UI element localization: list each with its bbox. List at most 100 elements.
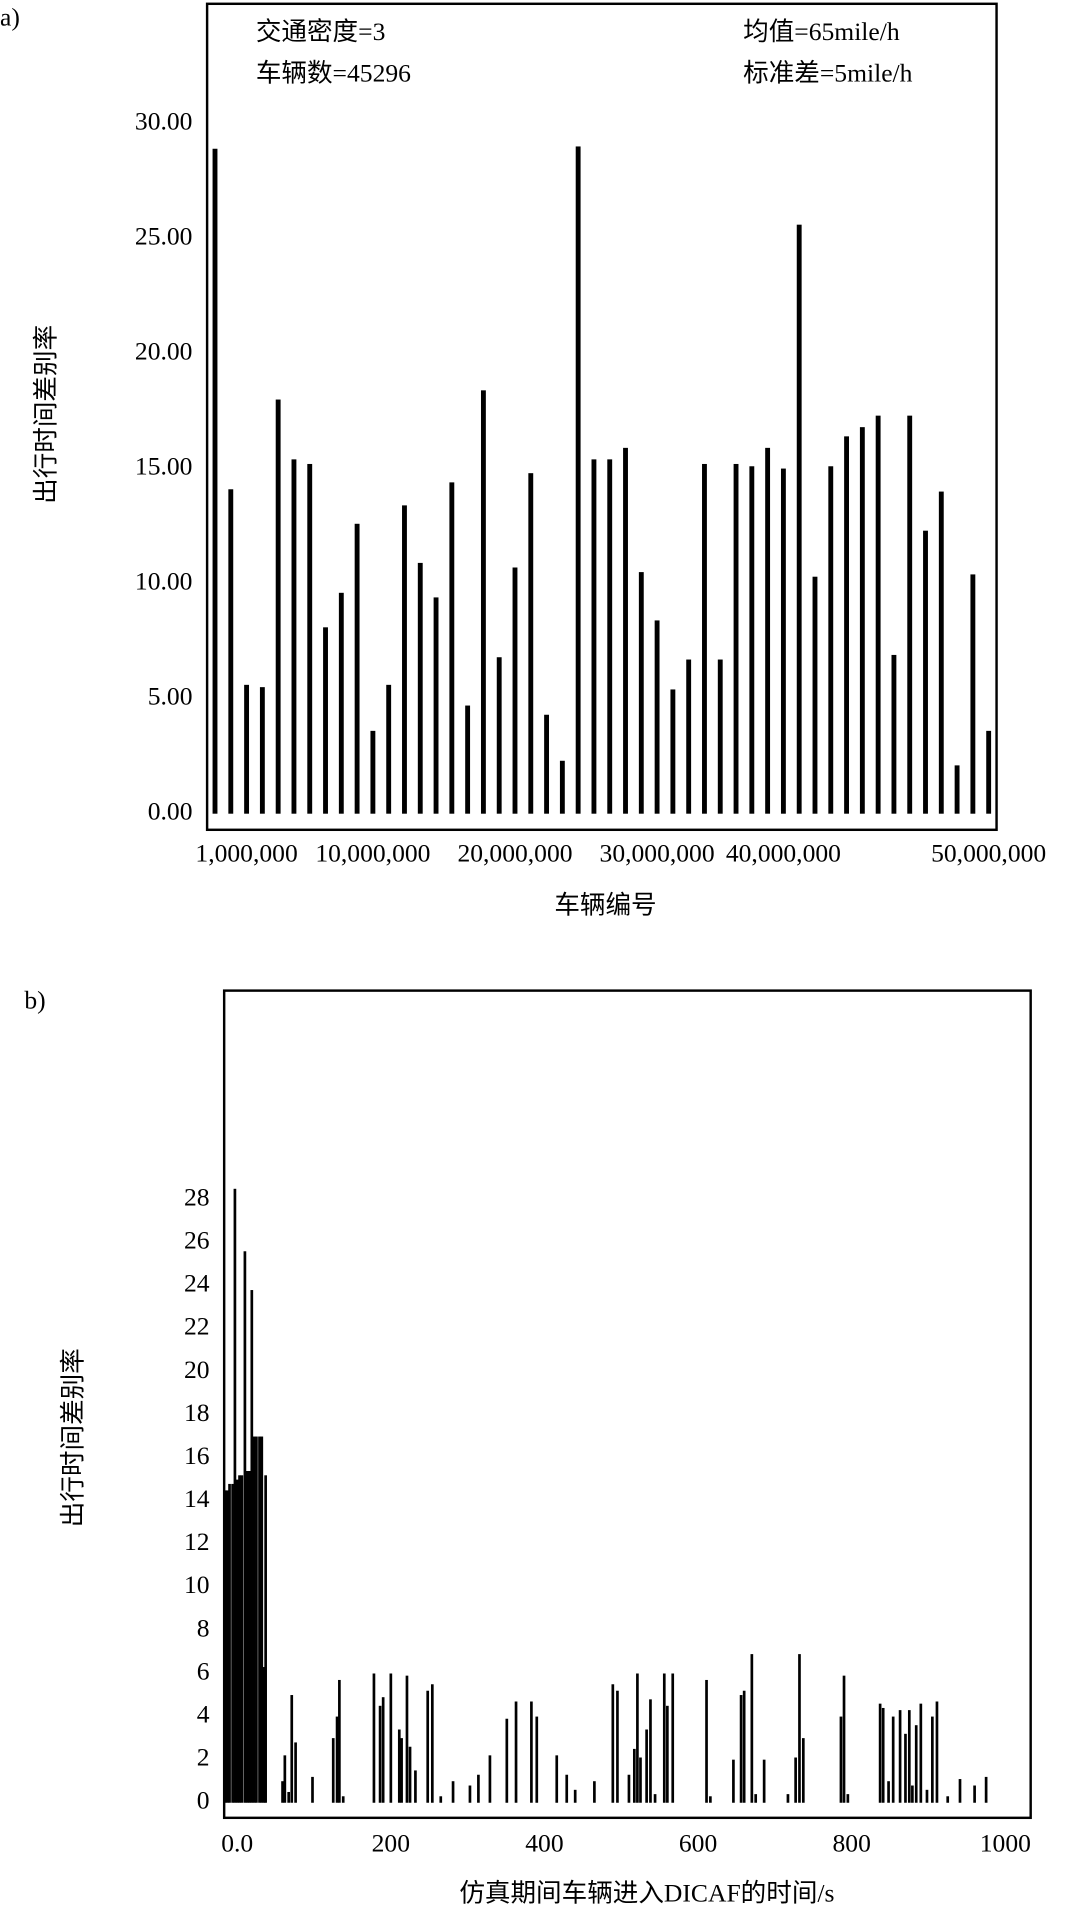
bar (844, 436, 849, 814)
bar (258, 1436, 261, 1803)
y-tick-label: 0.00 (148, 797, 193, 826)
y-axis-label: 出行时间差别率 (32, 325, 61, 504)
bar (323, 627, 328, 814)
bar (702, 463, 707, 814)
bar (233, 1188, 237, 1803)
bar (923, 530, 928, 814)
bar (488, 1755, 492, 1803)
bar (294, 1742, 297, 1803)
y-tick-label: 25.00 (135, 221, 193, 250)
y-tick-label: 0 (197, 1786, 210, 1815)
x-tick-label: 600 (679, 1829, 717, 1858)
bar (898, 1710, 902, 1803)
bar (255, 1436, 258, 1803)
bar (530, 1701, 533, 1803)
bar (914, 1725, 918, 1803)
bar (931, 1716, 934, 1803)
bar (430, 1684, 434, 1803)
bar (264, 1475, 267, 1803)
bar (859, 427, 865, 814)
bar (354, 523, 360, 814)
bar (986, 730, 992, 814)
bar (275, 399, 281, 814)
bar (338, 1679, 341, 1803)
bar (750, 1654, 754, 1803)
bar (654, 620, 660, 814)
y-tick-label: 2 (197, 1743, 210, 1772)
bar (408, 1746, 412, 1803)
bar (919, 1703, 923, 1803)
bar (260, 1436, 264, 1803)
bar (238, 1475, 241, 1803)
x-axis-label: 仿真期间车辆进入DICAF的时间/s (459, 1879, 834, 1908)
bar (386, 684, 392, 814)
bar (433, 597, 439, 814)
bar (717, 659, 723, 814)
bar (378, 1705, 382, 1803)
x-tick-label: 1000 (980, 1829, 1031, 1858)
bar (555, 1755, 559, 1803)
y-tick-label: 22 (184, 1312, 210, 1341)
bar (645, 1729, 648, 1803)
y-tick-label: 20 (184, 1355, 210, 1384)
bar (878, 1703, 882, 1803)
y-tick-label: 15.00 (135, 451, 193, 480)
bar (762, 1759, 766, 1803)
bar (938, 491, 944, 814)
bar (449, 482, 455, 814)
bar (911, 1785, 914, 1803)
bar (528, 473, 534, 814)
bar (891, 654, 897, 814)
bar (765, 447, 771, 814)
bar (496, 657, 502, 814)
bar (705, 1679, 708, 1803)
bar (887, 1781, 890, 1803)
x-tick-label: 30,000,000 (600, 838, 715, 867)
bar (946, 1796, 950, 1803)
bar (223, 1490, 227, 1803)
bar (670, 689, 676, 814)
bar (616, 1690, 619, 1803)
bar (801, 1738, 805, 1803)
bar (639, 1757, 642, 1803)
bar (732, 1759, 735, 1803)
bar (984, 1776, 988, 1803)
y-tick-label: 28 (184, 1182, 210, 1211)
bar (973, 1785, 976, 1803)
bar (686, 659, 692, 814)
annotation: 交通密度=3 (256, 17, 386, 46)
bar (846, 1794, 850, 1803)
bar (794, 1757, 797, 1803)
x-tick-label: 40,000,000 (726, 838, 841, 867)
bar (638, 572, 644, 814)
x-tick-label: 20,000,000 (457, 838, 572, 867)
bar (891, 1716, 895, 1803)
bar (402, 505, 407, 814)
panel-label: b) (24, 986, 45, 1015)
bar (465, 705, 471, 814)
bar (400, 1738, 403, 1803)
y-tick-label: 26 (184, 1226, 210, 1255)
bar (505, 1718, 509, 1803)
bar (611, 1684, 615, 1803)
x-tick-label: 50,000,000 (931, 838, 1046, 867)
y-tick-label: 30.00 (135, 106, 193, 135)
y-tick-label: 16 (184, 1441, 210, 1470)
bar (666, 1705, 669, 1803)
bar (623, 447, 628, 814)
bar (954, 765, 960, 814)
bar (228, 489, 234, 814)
bar (228, 1483, 231, 1803)
bar (389, 1673, 393, 1803)
bar (812, 576, 818, 814)
bar (881, 1707, 885, 1803)
x-tick-label: 10,000,000 (315, 838, 430, 867)
bar (575, 146, 581, 814)
bar (281, 1781, 284, 1803)
bar (671, 1673, 675, 1803)
bar (742, 1690, 746, 1803)
bar (875, 415, 881, 814)
y-tick-label: 24 (184, 1269, 210, 1298)
